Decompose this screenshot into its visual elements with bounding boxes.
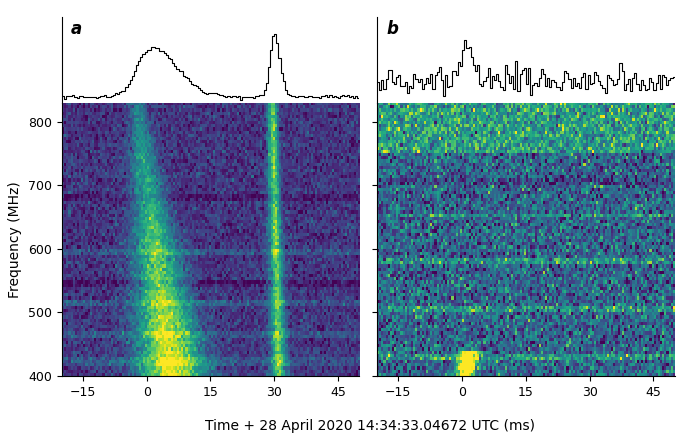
- Text: Time + 28 April 2020 14:34:33.04672 UTC (ms): Time + 28 April 2020 14:34:33.04672 UTC …: [205, 419, 535, 433]
- Y-axis label: Frequency (MHz): Frequency (MHz): [8, 181, 23, 298]
- Text: b: b: [386, 20, 398, 38]
- Text: a: a: [71, 20, 82, 38]
